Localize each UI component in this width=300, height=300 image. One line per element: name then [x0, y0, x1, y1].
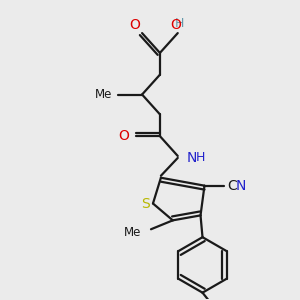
- Text: S: S: [141, 196, 150, 211]
- Text: H: H: [175, 17, 184, 30]
- Text: H: H: [196, 152, 205, 164]
- Text: O: O: [170, 18, 181, 32]
- Text: N: N: [186, 151, 197, 165]
- Text: O: O: [118, 129, 129, 143]
- Text: C: C: [227, 179, 237, 193]
- Text: Me: Me: [124, 226, 141, 239]
- Text: Me: Me: [95, 88, 112, 101]
- Text: O: O: [130, 18, 141, 32]
- Text: N: N: [236, 179, 246, 193]
